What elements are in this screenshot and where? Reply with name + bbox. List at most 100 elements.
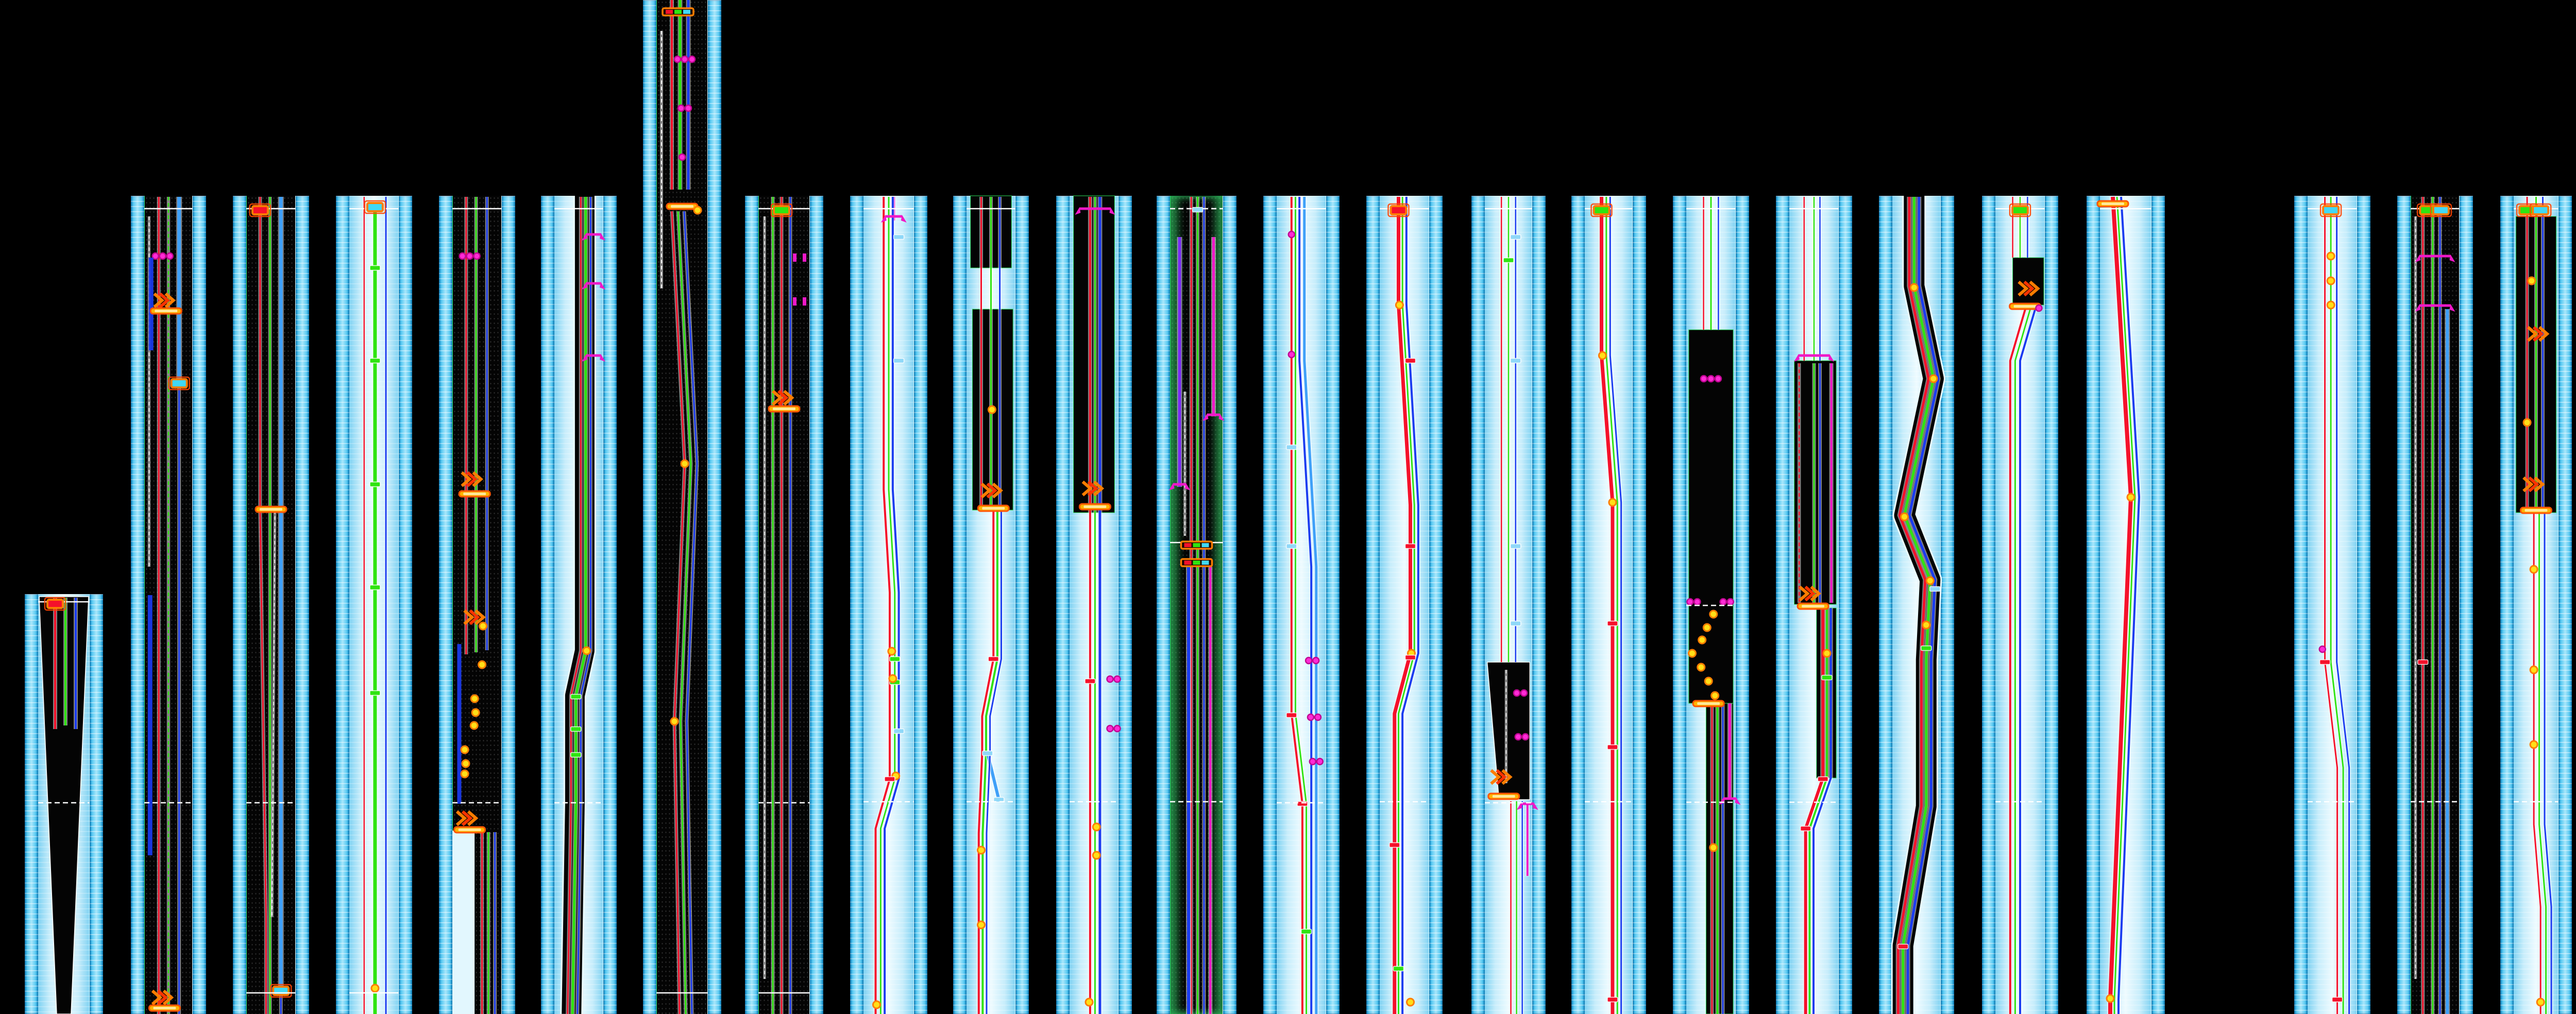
green-string bbox=[2014, 306, 2032, 1014]
coupling-symbol bbox=[2331, 996, 2343, 1003]
bridge-plug-chevron-symbol bbox=[153, 292, 176, 309]
coupling-symbol bbox=[893, 234, 905, 240]
wellhead-symbol bbox=[2516, 203, 2538, 217]
green-string bbox=[1294, 197, 1308, 1014]
coupling-symbol bbox=[1607, 744, 1618, 750]
well-schematic-svg bbox=[758, 197, 810, 1014]
coupling-symbol bbox=[1510, 620, 1521, 627]
marker-dot bbox=[1909, 283, 1919, 292]
well-schematic-svg bbox=[656, 0, 708, 1014]
casing-shoe-symbol bbox=[269, 984, 292, 998]
depth-rail-left bbox=[2294, 196, 2308, 1014]
hanger-bracket-symbol bbox=[793, 297, 806, 306]
green-string bbox=[1808, 608, 1828, 1014]
perforation-symbol bbox=[1106, 724, 1121, 733]
depth-rail-right bbox=[1326, 196, 1340, 1014]
bridge-plug-chevron-symbol bbox=[1490, 769, 1513, 785]
well-schematic-svg bbox=[2514, 197, 2558, 1014]
depth-rail-right bbox=[1223, 196, 1236, 1014]
red-string bbox=[259, 197, 267, 1014]
coupling-symbol bbox=[1510, 543, 1521, 549]
coupling-symbol bbox=[1800, 825, 1811, 832]
coupling-symbol bbox=[570, 752, 582, 758]
wellhead-symbol bbox=[2430, 203, 2452, 217]
wellhead-symbol bbox=[1590, 203, 1613, 217]
packer-symbol bbox=[2415, 304, 2455, 312]
well-panel-well-13 bbox=[1263, 196, 1340, 1014]
bridge-plug-chevron-symbol bbox=[980, 482, 1003, 499]
perforation-symbol bbox=[1287, 230, 1296, 239]
marker-dot bbox=[582, 646, 591, 655]
marker-dot bbox=[977, 920, 986, 930]
marker-dot bbox=[1822, 649, 1832, 658]
coupling-symbol bbox=[1084, 678, 1096, 684]
coupling-symbol bbox=[993, 797, 1005, 803]
plug-bar-symbol bbox=[768, 405, 801, 413]
green-string bbox=[677, 211, 692, 1014]
marker-dot bbox=[1704, 677, 1713, 686]
marker-dot bbox=[471, 708, 480, 717]
plug-bar-symbol bbox=[2096, 200, 2129, 208]
red-string bbox=[1600, 197, 1615, 1014]
coupling-symbol bbox=[884, 776, 895, 782]
plug-bar-symbol bbox=[2520, 506, 2552, 514]
depth-rail-right bbox=[603, 196, 617, 1014]
marker-dot bbox=[2529, 665, 2538, 674]
coupling-symbol bbox=[1300, 928, 1312, 935]
perforation-symbol bbox=[1513, 689, 1528, 697]
perforation-symbol bbox=[1304, 656, 1320, 665]
wellhead-symbol bbox=[1387, 203, 1410, 217]
well-panel-well-03 bbox=[233, 196, 309, 1014]
depth-rail-left bbox=[336, 196, 350, 1014]
blue-string bbox=[986, 510, 1002, 1014]
cement-column bbox=[457, 644, 462, 804]
lblue-string bbox=[1303, 197, 1318, 1014]
depth-rail-left bbox=[131, 196, 145, 1014]
depth-rail-right bbox=[2151, 196, 2165, 1014]
coupling-symbol bbox=[982, 750, 993, 756]
red-string bbox=[2009, 306, 2027, 1014]
plug-bar-symbol bbox=[1078, 503, 1111, 511]
wellhead-symbol bbox=[364, 200, 386, 214]
depth-rail-right bbox=[192, 196, 206, 1014]
marker-dot bbox=[987, 405, 996, 414]
depth-rail-left bbox=[1157, 196, 1171, 1014]
depth-rail-left bbox=[1056, 196, 1070, 1014]
perforation-symbol bbox=[1309, 757, 1324, 766]
well-panel-well-12 bbox=[1157, 196, 1236, 1014]
well-schematic-svg bbox=[1686, 197, 1741, 1014]
green-string bbox=[1605, 197, 1618, 1014]
green-string bbox=[2330, 197, 2344, 1014]
wellhead-symbol bbox=[2319, 203, 2342, 217]
marker-dot bbox=[693, 206, 702, 215]
packer-symbol bbox=[582, 354, 605, 362]
wellhead-symbol bbox=[249, 203, 272, 217]
marker-dot bbox=[479, 621, 488, 631]
red-string bbox=[1393, 197, 1413, 1014]
depth-rail-left bbox=[439, 196, 453, 1014]
plug-bar-symbol bbox=[1797, 602, 1829, 610]
bridge-plug-chevron-symbol bbox=[2527, 326, 2550, 342]
red-string bbox=[874, 197, 891, 1014]
depth-rail-right bbox=[2459, 196, 2473, 1014]
depth-rail-right bbox=[295, 196, 309, 1014]
well-schematic-svg bbox=[1995, 197, 2045, 1014]
coupling-symbol bbox=[1929, 586, 1941, 592]
depth-rail-right bbox=[2357, 196, 2370, 1014]
coupling-symbol bbox=[369, 690, 381, 696]
wellhead-symbol bbox=[2529, 203, 2552, 217]
coupling-symbol bbox=[1607, 620, 1618, 627]
well-panel-well-22 bbox=[2294, 196, 2370, 1014]
well-panel-well-06 bbox=[541, 196, 617, 1014]
green-string bbox=[981, 510, 998, 1014]
packer-symbol bbox=[1202, 413, 1225, 421]
coupling-symbol bbox=[369, 265, 381, 271]
marker-dot bbox=[2106, 994, 2115, 1003]
marker-dot bbox=[460, 745, 469, 754]
marker-dot bbox=[1929, 374, 1938, 383]
perforation-symbol bbox=[459, 252, 481, 260]
bridge-plug-chevron-symbol bbox=[1081, 480, 1105, 497]
well-panel-well-01 bbox=[25, 594, 103, 1014]
well-schematic-svg bbox=[2096, 196, 2151, 1014]
green-string bbox=[1397, 197, 1415, 1014]
